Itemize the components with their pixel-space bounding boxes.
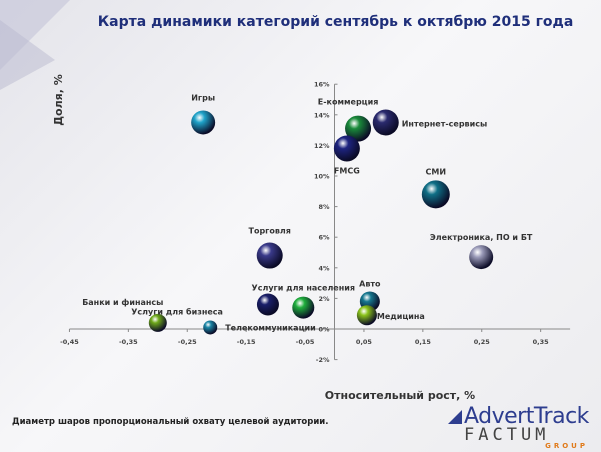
bubble bbox=[372, 109, 399, 136]
logo: AdvertTrack FACTUM GROUP bbox=[448, 404, 598, 450]
y-tick-label: 10% bbox=[314, 173, 330, 181]
bubble bbox=[203, 320, 218, 335]
y-tick-label: 0% bbox=[318, 326, 330, 334]
y-tick-label: 16% bbox=[314, 81, 330, 89]
x-tick-label: -0,15 bbox=[237, 338, 256, 346]
x-tick-label: -0,45 bbox=[60, 338, 79, 346]
bubble-label: Авто bbox=[359, 279, 381, 288]
footnote: Диаметр шаров пропорциональный охвату це… bbox=[12, 417, 329, 427]
bubble-label: СМИ bbox=[426, 167, 447, 176]
y-axis-label: Доля, % bbox=[52, 74, 65, 126]
chart-title: Карта динамики категорий сентябрь к октя… bbox=[97, 14, 574, 30]
bubble bbox=[292, 296, 315, 319]
bubble-label: Электроника, ПО и БТ bbox=[430, 233, 533, 242]
bubble-label: Телекоммуникации bbox=[225, 323, 316, 332]
y-tick-label: -2% bbox=[316, 356, 330, 364]
bubble-label: Торговля bbox=[248, 227, 290, 236]
bubble bbox=[256, 242, 283, 269]
bubble-label: Игры bbox=[191, 93, 215, 102]
bubble bbox=[333, 135, 360, 162]
bubble bbox=[191, 110, 216, 135]
bubble bbox=[421, 180, 450, 209]
x-tick-label: 0,35 bbox=[533, 338, 550, 346]
bubble-label: FMCG bbox=[334, 166, 360, 175]
logo-line3: GROUP bbox=[545, 442, 588, 450]
y-tick-label: 12% bbox=[314, 142, 330, 150]
bubble-label: Интернет-сервисы bbox=[402, 119, 487, 128]
decorative-triangles bbox=[0, 0, 70, 90]
bubble bbox=[469, 245, 494, 270]
bubble-label: Банки и финансы bbox=[82, 298, 163, 307]
x-tick-label: 0,25 bbox=[474, 338, 491, 346]
bubble-label: Услуги для населения bbox=[252, 284, 355, 293]
y-tick-label: 8% bbox=[318, 203, 330, 211]
x-tick-label: -0,05 bbox=[296, 338, 315, 346]
logo-line1: AdvertTrack bbox=[464, 404, 589, 429]
x-axis-label: Относительный рост, % bbox=[325, 389, 475, 402]
x-tick-label: 0,05 bbox=[356, 338, 373, 346]
bubble-label: Медицина bbox=[377, 312, 425, 321]
bubble bbox=[356, 305, 377, 326]
bubble bbox=[345, 115, 372, 142]
y-tick-label: 2% bbox=[318, 295, 330, 303]
bubble bbox=[148, 313, 167, 332]
x-tick-label: -0,25 bbox=[178, 338, 197, 346]
y-tick-label: 6% bbox=[318, 234, 330, 242]
bubble-label: E-коммерция bbox=[318, 98, 379, 107]
x-tick-label: -0,35 bbox=[119, 338, 138, 346]
x-tick-label: 0,15 bbox=[415, 338, 432, 346]
logo-line2: FACTUM bbox=[464, 425, 550, 445]
logo-triangle-icon bbox=[448, 409, 462, 424]
bubble bbox=[256, 293, 279, 316]
y-tick-label: 14% bbox=[314, 111, 330, 119]
bubble-label: Услуги для бизнеса bbox=[131, 307, 223, 317]
y-tick-label: 4% bbox=[318, 264, 330, 272]
